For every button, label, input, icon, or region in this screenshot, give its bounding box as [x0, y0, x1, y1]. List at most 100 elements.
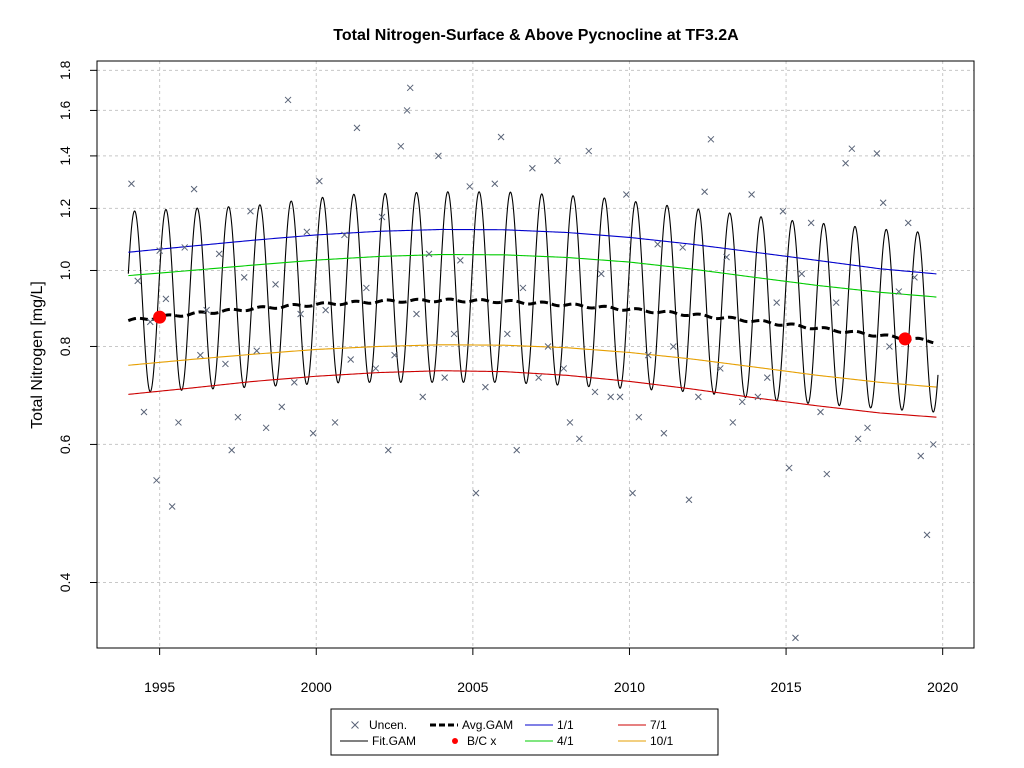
data-point: [419, 393, 427, 401]
data-point: [472, 489, 480, 497]
x-tick-label: 2005: [457, 679, 488, 695]
data-point: [695, 393, 702, 401]
data-point: [679, 244, 687, 251]
legend-label: Avg.GAM: [462, 718, 513, 732]
data-point: [309, 429, 317, 437]
legend-label: 4/1: [557, 734, 574, 748]
bc-point: [153, 310, 167, 324]
bc-point: [898, 332, 912, 346]
data-point: [482, 383, 489, 391]
data-point: [832, 299, 840, 306]
data-point: [873, 150, 881, 157]
data-point: [181, 244, 189, 251]
data-point: [923, 531, 931, 539]
legend-label: Fit.GAM: [372, 734, 416, 748]
y-axis: 0.4 0.6 0.8 1.0 1.2 1.4 1.6 1.8: [57, 60, 98, 593]
data-point: [222, 360, 229, 368]
data-point: [763, 374, 771, 381]
data-point: [162, 295, 170, 303]
data-point: [397, 142, 405, 150]
data-point: [929, 441, 937, 448]
x-tick-label: 2000: [301, 679, 332, 695]
data-point: [331, 419, 339, 426]
y-tick-label: 1.8: [57, 60, 73, 80]
data-point: [529, 164, 536, 172]
legend-symbol: [452, 738, 458, 744]
legend-item-bc: B/C x: [452, 734, 496, 748]
data-point: [406, 84, 414, 92]
legend-item-p4-1: 4/1: [525, 734, 574, 748]
data-point: [685, 496, 693, 504]
legend-item-p1-1: 1/1: [525, 718, 574, 732]
grid: [97, 61, 974, 648]
data-point: [729, 419, 737, 426]
series-p4-1: [128, 253, 937, 298]
data-point: [823, 470, 831, 478]
series-p1-1: [128, 228, 937, 275]
x-tick-label: 2015: [770, 679, 801, 695]
data-point: [513, 446, 521, 454]
data-point: [519, 284, 527, 292]
legend-label: 1/1: [557, 718, 574, 732]
data-point: [413, 310, 420, 318]
data-point: [660, 429, 668, 437]
legend: Uncen. Avg.GAM 1/1 7/1 Fit.GAM B/C x 4/1 10/1: [330, 708, 719, 756]
data-point: [391, 351, 398, 359]
data-point: [234, 413, 242, 421]
legend-symbol: [351, 721, 359, 729]
data-point: [635, 413, 643, 421]
data-point: [785, 464, 793, 472]
data-point: [322, 306, 329, 314]
data-point: [290, 378, 298, 386]
data-point: [807, 219, 815, 227]
data-point: [228, 446, 236, 454]
data-point: [895, 288, 903, 295]
data-point: [497, 133, 505, 141]
data-point: [403, 107, 411, 114]
y-tick-label: 1.4: [57, 146, 73, 166]
uncensored-points: [128, 84, 937, 642]
data-point: [435, 152, 442, 160]
data-point: [303, 228, 311, 236]
data-point: [597, 270, 605, 278]
legend-label: B/C x: [467, 734, 496, 748]
data-point: [707, 135, 715, 143]
data-point: [748, 191, 755, 198]
data-point: [591, 388, 599, 396]
data-point: [466, 183, 474, 190]
series-p7-1: [128, 370, 937, 418]
data-point: [779, 207, 787, 215]
legend-label: Uncen.: [369, 718, 407, 732]
data-point: [128, 180, 135, 188]
series-lines: [127, 191, 939, 418]
data-point: [716, 365, 724, 372]
data-point: [146, 318, 154, 326]
data-point: [629, 489, 636, 497]
data-point: [854, 435, 862, 443]
data-point: [262, 424, 270, 432]
series-fit-gam: [127, 191, 939, 413]
data-point: [879, 199, 887, 207]
data-point: [669, 343, 677, 350]
data-point: [848, 145, 856, 153]
bc-points: [153, 310, 912, 346]
data-point: [240, 274, 248, 281]
legend-item-fit: Fit.GAM: [340, 734, 416, 748]
legend-item-p7-1: 7/1: [618, 718, 667, 732]
legend-label: 7/1: [650, 718, 667, 732]
y-tick-label: 0.4: [57, 573, 73, 593]
data-point: [585, 147, 593, 155]
data-point: [363, 284, 370, 292]
data-point: [575, 435, 583, 443]
data-point: [622, 191, 630, 198]
data-point: [491, 180, 499, 188]
data-point: [456, 257, 464, 264]
x-axis: 1995 2000 2005 2010 2015 2020: [144, 647, 958, 695]
data-point: [535, 374, 542, 381]
y-tick-label: 1.0: [57, 261, 73, 281]
data-point: [773, 299, 781, 306]
data-point: [798, 270, 806, 278]
y-tick-label: 0.8: [57, 337, 73, 357]
data-point: [384, 446, 392, 454]
